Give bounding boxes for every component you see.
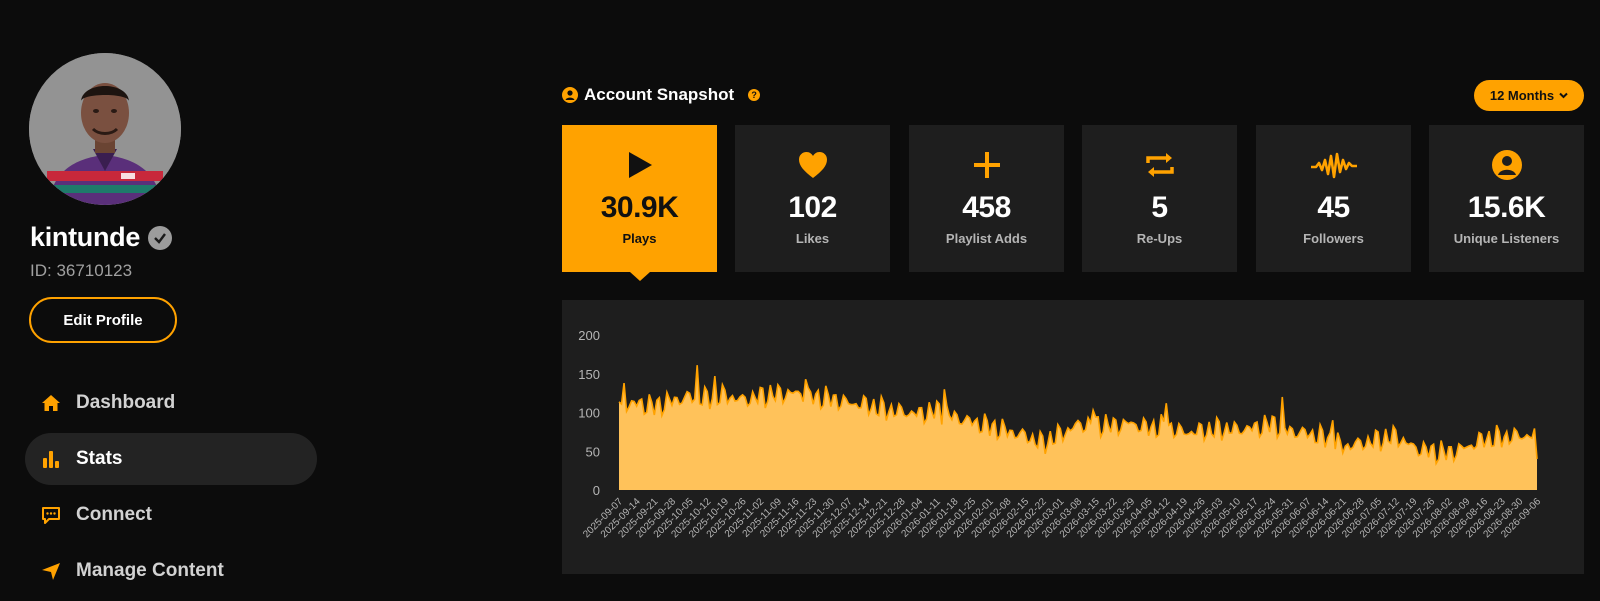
- plays-area-series[interactable]: [619, 365, 1537, 490]
- sidebar: kintunde ID: 36710123 Edit Profile Dashb…: [0, 0, 330, 581]
- y-tick-label: 0: [593, 483, 600, 498]
- stat-value: 458: [962, 191, 1011, 224]
- sidebar-item-label: Connect: [76, 504, 152, 525]
- send-icon: [40, 560, 62, 582]
- stat-cards: 30.9K Plays 102 Likes 458 Playlist Adds: [562, 125, 1584, 281]
- sidebar-item-dashboard[interactable]: Dashboard: [25, 377, 317, 429]
- stat-value: 102: [788, 191, 837, 224]
- plays-area-chart[interactable]: 0501001502002025-09-072025-09-142025-09-…: [562, 300, 1584, 574]
- stat-card-followers[interactable]: 45 Followers: [1256, 125, 1411, 272]
- main-content: Account Snapshot ? 12 Months 30.9K Plays…: [562, 0, 1584, 574]
- sidebar-item-stats[interactable]: Stats: [25, 433, 317, 485]
- sidebar-item-manage-content[interactable]: Manage Content: [25, 545, 317, 597]
- stat-label: Plays: [622, 231, 657, 246]
- sidebar-item-connect[interactable]: Connect: [25, 489, 317, 541]
- sidebar-item-label: Dashboard: [76, 392, 176, 413]
- time-range-label: 12 Months: [1489, 88, 1555, 103]
- sidebar-item-label: Manage Content: [76, 560, 224, 581]
- stat-value: 15.6K: [1467, 191, 1546, 224]
- sidebar-nav: Dashboard Stats Connect: [25, 377, 317, 601]
- user-id: ID: 36710123: [30, 261, 133, 280]
- stat-card-re-ups[interactable]: 5 Re-Ups: [1082, 125, 1237, 272]
- waveform-icon: [1310, 147, 1358, 183]
- plays-chart-panel: 0 50 100 150 200 2025-09-07 2025-09-14 2025-09-…: [562, 300, 1584, 574]
- snapshot-header: Account Snapshot ?: [562, 85, 761, 105]
- snapshot-title: Account Snapshot: [584, 85, 735, 104]
- bar-chart-icon: [40, 448, 62, 470]
- stat-label: Followers: [1303, 231, 1364, 246]
- home-icon: [40, 392, 62, 414]
- user-circle-icon: [1491, 147, 1523, 183]
- stat-value: 5: [1151, 191, 1168, 224]
- username: kintunde: [30, 222, 141, 252]
- edit-profile-button[interactable]: Edit Profile: [29, 297, 177, 343]
- stat-value: 45: [1317, 191, 1350, 224]
- stat-card-likes[interactable]: 102 Likes: [735, 125, 890, 272]
- stat-label: Unique Listeners: [1453, 231, 1560, 246]
- verified-badge-icon: [148, 225, 173, 250]
- y-tick-label: 200: [578, 328, 600, 343]
- username-row: kintunde: [30, 222, 173, 253]
- stat-card-plays[interactable]: 30.9K Plays: [562, 125, 717, 281]
- active-pointer: [630, 272, 650, 281]
- avatar-image: [29, 53, 181, 205]
- plays-line-series: [618, 365, 1538, 467]
- help-icon[interactable]: ?: [748, 89, 761, 101]
- sidebar-item-label: Stats: [76, 448, 123, 469]
- stat-label: Playlist Adds: [945, 231, 1028, 246]
- y-tick-label: 50: [586, 444, 600, 459]
- stat-label: Re-Ups: [1136, 231, 1183, 246]
- heart-icon: [798, 147, 828, 183]
- stat-card-playlist-adds[interactable]: 458 Playlist Adds: [909, 125, 1064, 272]
- repost-icon: [1145, 147, 1175, 183]
- y-tick-label: 100: [578, 406, 600, 421]
- play-icon: [627, 147, 653, 183]
- time-range-dropdown[interactable]: 12 Months: [1474, 80, 1584, 111]
- stat-value: 30.9K: [600, 191, 679, 224]
- stat-card-unique-listeners[interactable]: 15.6K Unique Listeners: [1429, 125, 1584, 272]
- avatar[interactable]: [29, 53, 181, 205]
- chat-icon: [40, 504, 62, 526]
- user-circle-icon: [562, 87, 578, 103]
- stat-label: Likes: [795, 231, 830, 246]
- plus-icon: [973, 147, 1001, 183]
- chevron-down-icon: [1559, 92, 1568, 99]
- y-tick-label: 150: [578, 367, 600, 382]
